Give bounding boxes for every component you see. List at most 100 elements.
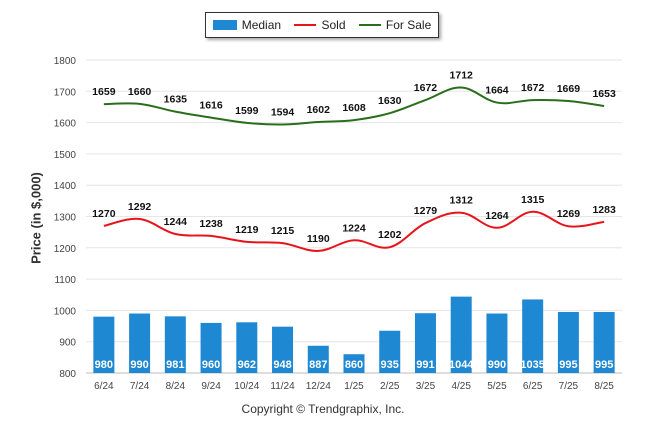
legend-swatch-sold — [294, 24, 317, 26]
data-label-for-sale: 1616 — [199, 100, 223, 112]
y-tick-label: 1700 — [54, 87, 77, 98]
bar-median — [164, 316, 186, 373]
data-label-for-sale: 1599 — [235, 105, 259, 117]
data-label-sold: 1190 — [307, 233, 330, 245]
x-tick-label: 12/24 — [306, 381, 331, 392]
bar-median-label: 948 — [273, 359, 291, 371]
x-tick-label: 11/24 — [270, 381, 295, 392]
legend-label-sold: Sold — [321, 18, 346, 32]
x-tick-label: 2/25 — [380, 381, 400, 392]
y-tick-label: 1200 — [54, 244, 77, 255]
y-tick-label: 1500 — [54, 150, 77, 161]
legend-label-median: Median — [241, 18, 282, 32]
legend-item-median: Median — [212, 18, 282, 32]
data-label-sold: 1292 — [128, 201, 152, 213]
x-tick-label: 7/24 — [130, 381, 150, 392]
bar-median-label: 887 — [309, 359, 327, 371]
bar-median-label: 962 — [238, 359, 256, 371]
bar-median-label: 990 — [130, 359, 148, 371]
y-tick-label: 1100 — [54, 275, 76, 286]
data-label-sold: 1270 — [92, 208, 116, 220]
bar-median-label: 1044 — [449, 359, 474, 371]
data-label-for-sale: 1672 — [521, 82, 545, 94]
bar-median-label: 981 — [166, 359, 184, 371]
bar-median — [522, 299, 544, 373]
bar-median — [414, 313, 436, 373]
legend-swatch-median — [212, 20, 237, 30]
bar-median — [379, 330, 401, 373]
bar-median — [200, 322, 222, 373]
bar-median-label: 990 — [488, 359, 506, 371]
data-label-sold: 1279 — [414, 205, 438, 217]
bar-median-label: 935 — [381, 359, 399, 371]
bar-median — [557, 311, 579, 373]
x-tick-label: 10/24 — [234, 381, 259, 392]
data-label-for-sale: 1608 — [342, 102, 366, 114]
y-tick-label: 1000 — [54, 306, 77, 317]
data-label-for-sale: 1630 — [378, 95, 402, 107]
bar-median — [307, 345, 329, 373]
data-label-sold: 1264 — [485, 210, 509, 222]
bar-median-label: 1035 — [520, 359, 544, 371]
legend-swatch-for-sale — [358, 24, 381, 26]
bar-median-label: 995 — [595, 359, 613, 371]
y-tick-label: 900 — [59, 338, 76, 349]
bar-median — [486, 313, 508, 373]
x-tick-label: 6/24 — [94, 381, 114, 392]
data-label-for-sale: 1659 — [92, 86, 116, 98]
x-tick-label: 7/25 — [559, 381, 579, 392]
bar-median-label: 860 — [345, 359, 363, 371]
y-tick-label: 1300 — [54, 213, 77, 224]
y-axis-label: Price (in $,000) — [28, 172, 44, 264]
copyright-text: Copyright © Trendgraphix, Inc. — [241, 402, 405, 416]
y-tick-label: 1400 — [54, 181, 77, 192]
bar-median — [593, 311, 615, 373]
x-tick-label: 3/25 — [416, 381, 436, 392]
x-tick-label: 8/25 — [594, 381, 614, 392]
line-for-sale — [103, 86, 605, 126]
data-label-for-sale: 1672 — [414, 82, 438, 94]
legend-label-for-sale: For Sale — [385, 18, 432, 32]
x-tick-label: 4/25 — [451, 381, 471, 392]
bar-median — [236, 322, 258, 373]
line-sold — [103, 210, 605, 252]
data-label-for-sale: 1635 — [164, 94, 188, 106]
legend-item-for-sale: For Sale — [358, 18, 432, 32]
data-label-sold: 1215 — [271, 225, 295, 237]
y-tick-label: 1600 — [54, 119, 77, 130]
bar-median — [272, 326, 294, 373]
data-label-sold: 1224 — [342, 222, 366, 234]
data-label-for-sale: 1602 — [307, 104, 331, 116]
bar-median-label: 980 — [95, 359, 113, 371]
bar-median — [450, 296, 472, 373]
bar-median-label: 960 — [202, 359, 220, 371]
data-label-sold: 1202 — [378, 229, 402, 241]
data-label-sold: 1315 — [521, 194, 545, 206]
data-label-for-sale: 1653 — [592, 88, 616, 100]
x-tick-label: 9/24 — [201, 381, 221, 392]
data-label-for-sale: 1669 — [557, 83, 581, 95]
bar-median — [343, 354, 365, 373]
data-label-sold: 1244 — [164, 216, 188, 228]
data-label-sold: 1312 — [450, 195, 474, 207]
bar-median — [93, 316, 115, 373]
data-label-sold: 1238 — [199, 218, 223, 230]
legend: Median Sold For Sale — [205, 12, 439, 38]
x-tick-label: 8/24 — [166, 381, 186, 392]
bar-median — [129, 313, 151, 373]
y-tick-label: 800 — [59, 369, 76, 380]
data-label-sold: 1219 — [235, 224, 259, 236]
data-label-for-sale: 1664 — [485, 85, 509, 97]
data-label-for-sale: 1594 — [271, 106, 295, 118]
bar-median-label: 995 — [559, 359, 577, 371]
data-label-for-sale: 1660 — [128, 86, 152, 98]
data-label-sold: 1269 — [557, 208, 581, 220]
y-tick-label: 1800 — [54, 56, 77, 67]
x-tick-label: 5/25 — [487, 381, 507, 392]
x-tick-label: 6/25 — [523, 381, 543, 392]
data-label-sold: 1283 — [592, 204, 616, 216]
data-label-for-sale: 1712 — [450, 70, 474, 82]
bar-median-label: 991 — [416, 359, 434, 371]
